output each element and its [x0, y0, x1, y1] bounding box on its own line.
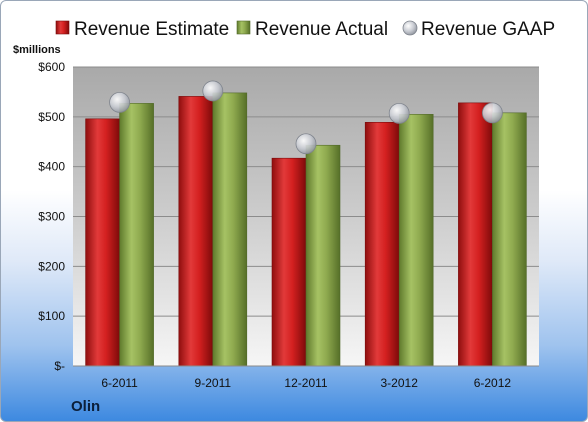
bar-revenue-actual [398, 114, 434, 367]
legend-swatch [55, 20, 70, 35]
y-tick-label: $200 [38, 259, 65, 273]
bar-revenue-estimate [85, 118, 120, 367]
y-unit-label: $millions [13, 44, 61, 56]
legend-marker [402, 20, 418, 36]
legend: Revenue Estimate Revenue Actual Revenue GA… [55, 19, 555, 40]
gaap-marker [109, 91, 130, 113]
bar-revenue-estimate [458, 102, 493, 367]
x-tick-label: 6-2011 [101, 376, 138, 390]
x-axis-ticks: 6-2011 9-2011 12-2011 3-2012 6-2012 [101, 376, 511, 390]
legend-label: Revenue GAAP [421, 19, 555, 40]
x-tick-label: 12-2011 [284, 376, 327, 390]
legend-label: Revenue Estimate [74, 19, 229, 40]
y-tick-label: $- [54, 359, 65, 373]
gaap-markers [109, 80, 503, 155]
y-tick-label: $400 [38, 160, 65, 174]
y-tick-label: $100 [38, 309, 65, 323]
bar-revenue-estimate [271, 157, 307, 367]
y-tick-label: $600 [38, 60, 65, 74]
bar-revenue-actual [119, 103, 154, 367]
bar-revenue-estimate [364, 122, 400, 367]
legend-label: Revenue Actual [255, 19, 388, 40]
bars [85, 92, 527, 367]
gaap-marker [295, 133, 317, 155]
gaap-marker [202, 80, 224, 102]
bar-revenue-estimate [178, 96, 214, 367]
gaap-marker [388, 102, 410, 124]
legend-swatch [236, 20, 251, 35]
bar-revenue-actual [212, 92, 248, 367]
x-tick-label: 6-2012 [474, 376, 512, 390]
company-label: Olin [71, 398, 100, 415]
bar-revenue-actual [305, 144, 341, 367]
x-tick-label: 9-2011 [195, 376, 232, 390]
bar-revenue-actual [492, 112, 527, 367]
gaap-marker [481, 102, 503, 124]
y-tick-label: $500 [38, 110, 65, 124]
x-tick-label: 3-2012 [381, 376, 419, 390]
y-axis-ticks: $- $100 $200 $300 $400 $500 $600 [38, 60, 65, 373]
y-tick-label: $300 [38, 210, 65, 224]
